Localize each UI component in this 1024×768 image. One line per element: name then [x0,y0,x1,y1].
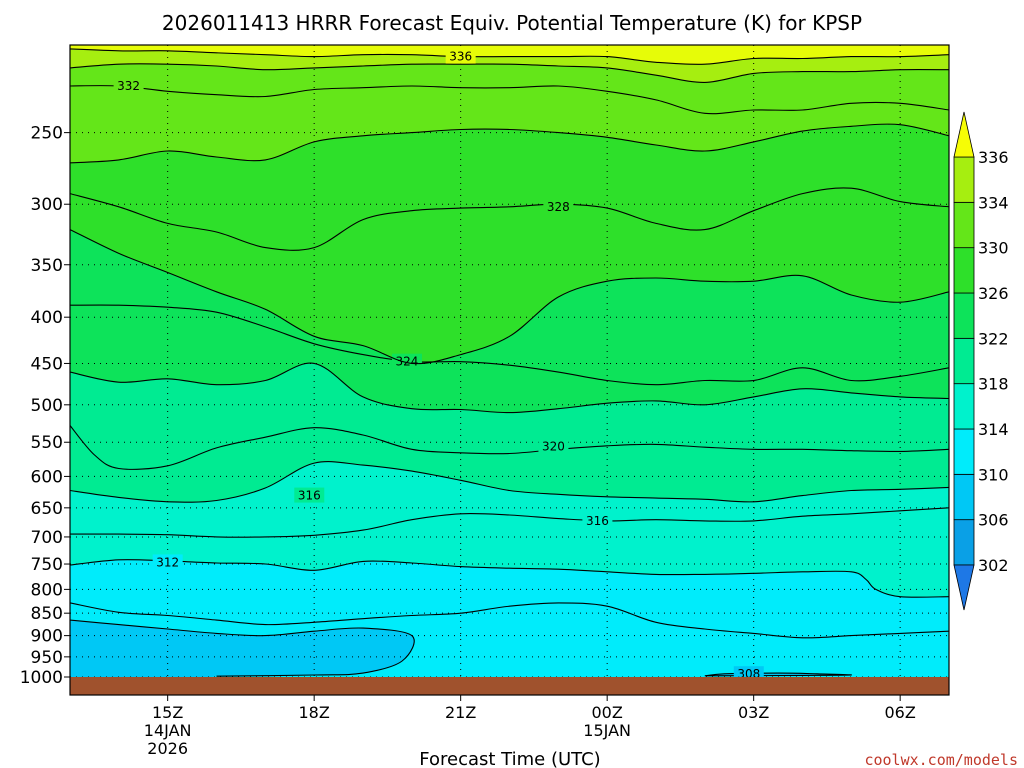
colorbar-segment [953,383,975,430]
colorbar-label: 318 [978,375,1009,394]
y-axis: 250 300 350 400 450 500 550 600 650 700 750 800 850 9… [20,124,70,688]
contour-label: 312 [156,555,179,569]
colorbar-under-arrow [953,564,975,611]
contour-label-bg [152,554,183,570]
contour-line-324 [70,304,949,386]
y-tick-label: 250 [31,124,63,144]
x-tick-label: 06Z [885,703,916,722]
colorbar-segment [953,519,975,566]
y-tick-label: 400 [31,308,63,328]
colorbar-label: 306 [978,511,1009,530]
x-tick-label: 15Z [152,703,183,722]
contour-line-312 [70,559,949,598]
y-tick-label: 750 [31,555,63,575]
y-tick-label: 450 [31,354,63,374]
contour-label-bg [582,512,613,528]
plot-frame [69,44,950,696]
x-tick-year: 2026 [147,739,188,758]
colorbar-label: 314 [978,420,1009,439]
contour-label: 316 [298,489,321,503]
contour-line-320 [70,425,949,470]
y-tick-label: 550 [31,433,63,453]
contour-line-316 [70,507,949,538]
colorbar-label: 330 [978,239,1009,258]
x-tick-label: 18Z [299,703,330,722]
contour-line-310 [70,619,415,677]
contour-line-328 [70,187,949,251]
contour-label-bg [538,438,569,454]
contour-label: 316 [586,514,609,528]
y-tick-label: 600 [31,467,63,487]
x-tick-sublabel: 14JAN [144,721,192,740]
contour-line-308 [704,672,852,677]
x-tick-sublabel: 15JAN [583,721,631,740]
y-tick-label: 500 [31,396,63,416]
y-tick-label: 650 [31,499,63,519]
contour-line-326 [70,229,949,365]
colorbar-label: 336 [978,148,1009,167]
contour-line-332 [70,85,949,115]
x-tick-label: 21Z [445,703,476,722]
contour-label-bg [391,353,422,369]
colorbar-segment [953,201,975,249]
x-tick-label: 00Z [592,703,623,722]
ground-surface [70,677,949,695]
colorbar-label: 302 [978,556,1009,575]
contour-line-318 [70,461,949,503]
colorbar-segment [953,247,975,294]
contour-line-330 [70,123,949,164]
colorbar: 302 306 310 314 318 322 326 330 334 336 [953,111,1009,611]
chart-title: 2026011413 HRRR Forecast Equiv. Potentia… [162,11,862,35]
contour-label-bg [294,487,325,503]
colorbar-segment [953,337,975,385]
contour-line-322 [70,362,949,414]
contour-label-bg [445,48,476,64]
contour-label: 328 [547,200,570,214]
y-tick-label: 350 [31,256,63,276]
contour-label: 324 [395,355,418,369]
colorbar-segment [953,428,975,475]
colorbar-segment [953,292,975,339]
contour-label-bg [543,198,574,214]
y-tick-label: 800 [31,580,63,600]
colorbar-label: 334 [978,193,1009,212]
y-tick-label: 700 [31,528,63,548]
colorbar-label: 310 [978,465,1009,484]
credit-text: coolwx.com/models [864,751,1018,768]
colorbar-segment [953,473,975,521]
contour-line-336 [70,48,949,65]
colorbar-label: 322 [978,329,1009,348]
colorbar-label: 326 [978,284,1009,303]
contour-label: 336 [449,50,472,64]
x-axis-title: Forecast Time (UTC) [419,749,600,768]
y-tick-label: 950 [31,648,63,668]
x-tick-label: 03Z [738,703,769,722]
y-tick-label: 1000 [20,668,63,688]
contour-label-bg [113,77,144,93]
y-tick-label: 850 [31,604,63,624]
contour-line-314 [70,602,949,639]
colorbar-over-arrow [953,111,975,158]
colorbar-segment [953,156,975,203]
contour-label: 332 [117,79,140,93]
contour-label: 320 [542,439,565,453]
fill-below-310 [70,620,415,695]
contour-line-334 [70,63,949,83]
y-tick-label: 900 [31,627,63,647]
y-tick-label: 300 [31,195,63,215]
